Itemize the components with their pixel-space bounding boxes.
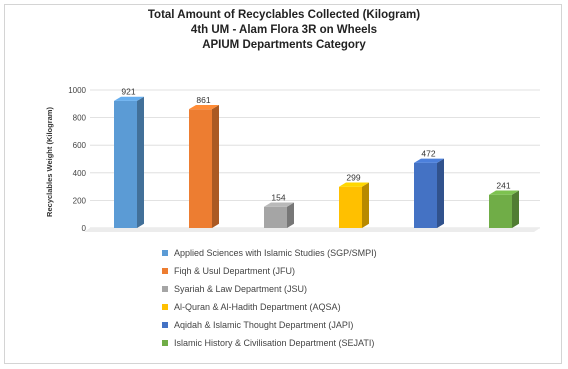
bar-side bbox=[137, 96, 144, 229]
bar-chart: 0 200 400 600 800 1000 921 861 154 299 472 241 Rec… bbox=[45, 86, 540, 233]
bar-top bbox=[114, 96, 144, 101]
legend: Applied Sciences with Islamic Studies (S… bbox=[162, 244, 377, 352]
legend-label: Fiqh & Usul Department (JFU) bbox=[174, 266, 296, 276]
y-tick-label: 0 bbox=[82, 224, 87, 233]
legend-swatch bbox=[162, 322, 168, 328]
legend-swatch bbox=[162, 250, 168, 256]
legend-item: Syariah & Law Department (JSU) bbox=[162, 280, 377, 298]
chart-frame bbox=[4, 4, 562, 364]
legend-item: Fiqh & Usul Department (JFU) bbox=[162, 262, 377, 280]
bar-front bbox=[414, 162, 437, 228]
bar bbox=[264, 202, 294, 228]
bar-value-label: 241 bbox=[496, 181, 510, 191]
legend-label: Aqidah & Islamic Thought Department (JAP… bbox=[174, 320, 354, 330]
bar-value-label: 921 bbox=[121, 87, 135, 97]
legend-swatch bbox=[162, 304, 168, 310]
bar-side bbox=[287, 202, 294, 228]
bar bbox=[339, 182, 369, 228]
bar-value-label: 861 bbox=[196, 95, 210, 105]
bar bbox=[114, 96, 144, 229]
bar-top bbox=[189, 104, 219, 110]
legend-item: Al-Quran & Al-Hadith Department (AQSA) bbox=[162, 298, 377, 316]
bar bbox=[414, 158, 444, 228]
bar-side bbox=[437, 158, 444, 228]
bar bbox=[189, 104, 219, 228]
legend-swatch bbox=[162, 286, 168, 292]
chart-subtitle-2: APIUM Departments Category bbox=[202, 39, 366, 51]
legend-label: Applied Sciences with Islamic Studies (S… bbox=[174, 248, 377, 258]
y-axis-label: Recyclables Weight (Kilogram) bbox=[45, 107, 54, 217]
bar-front bbox=[264, 206, 287, 228]
bar-front bbox=[114, 100, 137, 228]
bar-top bbox=[339, 182, 369, 187]
y-tick-label: 1000 bbox=[68, 86, 86, 95]
y-tick-label: 200 bbox=[73, 196, 87, 205]
bar-value-label: 154 bbox=[271, 193, 285, 203]
bar-side bbox=[362, 182, 369, 228]
legend-swatch bbox=[162, 340, 168, 346]
legend-item: Islamic History & Civilisation Departmen… bbox=[162, 334, 377, 352]
legend-swatch bbox=[162, 268, 168, 274]
legend-label: Syariah & Law Department (JSU) bbox=[174, 284, 308, 294]
chart-titles: Total Amount of Recyclables Collected (K… bbox=[0, 8, 568, 53]
legend-label: Islamic History & Civilisation Departmen… bbox=[174, 338, 375, 348]
bar-side bbox=[212, 104, 219, 228]
data-labels: 921 861 154 299 472 241 bbox=[121, 87, 510, 203]
bar-side bbox=[512, 190, 519, 228]
chart-subtitle-1: 4th UM - Alam Flora 3R on Wheels bbox=[190, 24, 378, 36]
y-tick-label: 800 bbox=[73, 114, 87, 123]
bar bbox=[489, 190, 519, 228]
bar-front bbox=[339, 186, 362, 228]
chart-title: Total Amount of Recyclables Collected (K… bbox=[147, 9, 421, 21]
legend-item: Applied Sciences with Islamic Studies (S… bbox=[162, 244, 377, 262]
bar-value-label: 299 bbox=[346, 173, 360, 183]
bar-front bbox=[189, 109, 212, 228]
legend-item: Aqidah & Islamic Thought Department (JAP… bbox=[162, 316, 377, 334]
bars bbox=[114, 96, 519, 229]
chart-floor bbox=[84, 228, 540, 232]
bar-top bbox=[414, 158, 444, 163]
y-tick-label: 600 bbox=[73, 141, 87, 150]
bar-value-label: 472 bbox=[421, 149, 435, 159]
y-tick-label: 400 bbox=[73, 169, 87, 178]
bar-top bbox=[264, 202, 294, 207]
bar-top bbox=[489, 190, 519, 195]
bar-front bbox=[489, 194, 512, 228]
gridlines: 0 200 400 600 800 1000 bbox=[68, 86, 540, 233]
legend-label: Al-Quran & Al-Hadith Department (AQSA) bbox=[174, 302, 341, 312]
